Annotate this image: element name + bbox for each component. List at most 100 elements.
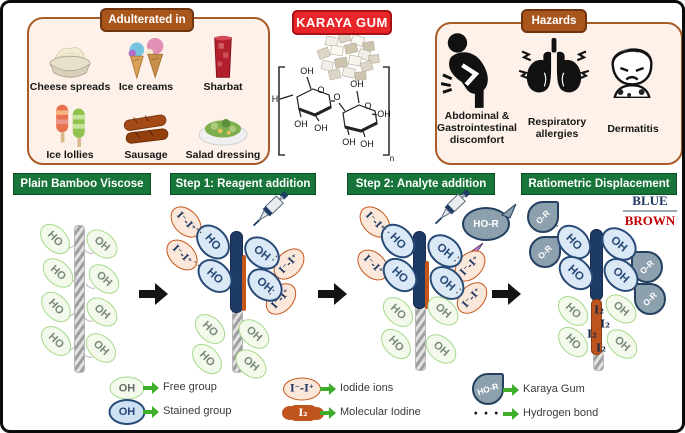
legend-arrow-icon (320, 383, 336, 395)
legend-stained-group-icon: OH (108, 399, 146, 425)
food-label: Ice creams (118, 81, 174, 93)
karaya-drop: O-R (634, 283, 666, 315)
stained-fiber (413, 231, 426, 309)
food-label: Sharbat (203, 81, 243, 93)
ice-creams-image (128, 37, 164, 80)
chem-oh-label: OH (377, 109, 391, 119)
stained-fiber (590, 229, 603, 301)
iodine-edge (242, 255, 246, 311)
ratiometric-result: BLUE BROWN (621, 193, 679, 229)
food-item: Sharbat (183, 25, 263, 93)
molecular-iodine-label: I₂ (587, 327, 597, 341)
legend-arrow-icon (143, 382, 159, 394)
legend-arrow-icon (503, 384, 519, 396)
pipette-icon (427, 185, 474, 231)
free-oh-group: OH (82, 258, 126, 300)
chem-n-subscript: n (390, 154, 394, 163)
iodine-bump (309, 407, 324, 420)
legend-hydrogen-bond-icon: • • • (473, 408, 501, 420)
lungs-icon (518, 37, 590, 93)
hazard-label: Dermatitis (607, 123, 659, 135)
sharbat-image (214, 35, 232, 78)
hazard-label: Respiratory allergies (527, 116, 587, 140)
free-oh-group: OH (80, 291, 124, 333)
karaya-drop: O-R (529, 236, 561, 268)
legend-arrow-icon (320, 407, 336, 419)
salad-dressing-image (198, 118, 248, 146)
legend-i2-label: I₂ (298, 407, 308, 419)
karaya-title-text: KARAYA GUM (296, 15, 388, 30)
karaya-drop-label: O-R (533, 207, 553, 227)
food-item: Ice lollies (31, 93, 109, 161)
free-ho-group: HO (375, 323, 417, 365)
dermatitis-face-icon (611, 48, 653, 98)
free-ho-group: HO (35, 286, 77, 328)
legend-free-group-label: Free group (163, 381, 217, 393)
step-header-3: Step 2: Analyte addition (347, 173, 495, 195)
free-ho-group: HO (35, 320, 77, 362)
food-item: Salad dressing (183, 93, 263, 161)
food-label: Sausage (124, 149, 168, 161)
free-oh-group: OH (80, 327, 122, 369)
ratio-divider (623, 210, 677, 212)
ice-lollies-image (56, 104, 85, 148)
molecular-iodine-label: I₂ (594, 303, 604, 317)
legend-free-group-icon: OH (109, 376, 145, 400)
karaya-drop-label: O-R (640, 289, 660, 309)
abdominal-pain-icon (441, 33, 488, 108)
free-oh-group: OH (80, 223, 124, 265)
chem-h-label: H (272, 94, 279, 104)
karaya-drop-label: O-R (535, 242, 555, 262)
karaya-title: KARAYA GUM (292, 10, 392, 35)
karaya-drop-label: O-R (637, 257, 657, 277)
chem-oh-label: OH (314, 123, 328, 133)
legend-hydrogen-bond-label: Hydrogen bond (523, 407, 599, 419)
chem-oh-label: OH (294, 119, 308, 129)
step-header-4: Ratiometric Displacement (521, 173, 677, 195)
karaya-gum-bubble: HO-R (462, 203, 517, 241)
hazards-title-text: Hazards (531, 15, 577, 27)
food-item: Sausage (109, 93, 183, 161)
bamboo-fiber (415, 305, 426, 371)
step-header-2: Step 1: Reagent addition (170, 173, 316, 195)
pipette-icon (245, 187, 292, 233)
chem-oh-label: OH (300, 66, 314, 76)
legend-iodide-label: Iodide ions (340, 382, 394, 394)
free-oh-group: OH (419, 328, 463, 370)
food-label: Cheese spreads (29, 81, 111, 93)
chem-o-label: O (364, 101, 371, 111)
free-ho-group: HO (189, 308, 231, 350)
legend-stained-group-label: Stained group (163, 405, 232, 417)
chemical-structure: OH H O O O OH OH OH OH OH OH n (272, 66, 394, 163)
sausage-image (123, 114, 169, 144)
free-ho-group: HO (186, 338, 228, 380)
iodine-fiber (591, 299, 602, 355)
food-grid: Cheese spreads Ice creams (29, 25, 263, 161)
free-ho-group: HO (36, 252, 80, 294)
step-header-1: Plain Bamboo Viscose (13, 173, 151, 195)
legend-karaya-gum-icon: HO-R (472, 373, 504, 405)
cheese-spreads-image (49, 47, 91, 78)
food-label: Ice lollies (46, 149, 94, 161)
step-arrow (318, 283, 347, 305)
chem-oh-label: OH (350, 79, 364, 89)
free-ho-group: HO (552, 290, 594, 332)
molecular-iodine-label: I₂ (596, 341, 606, 355)
brown-result-label: BROWN (624, 213, 676, 228)
legend-molecular-iodine-icon: I₂ (282, 405, 324, 421)
hazard-label: Abdominal & Gastrointestinal discomfort (437, 110, 517, 146)
legend-molecular-iodine-label: Molecular Iodine (340, 406, 421, 418)
blue-result-label: BLUE (632, 193, 668, 208)
legend-arrow-icon (143, 406, 159, 418)
chem-oh-label: OH (342, 137, 356, 147)
adulterated-title-text: Adulterated in (108, 14, 186, 26)
food-item: Cheese spreads (29, 25, 111, 93)
legend-karaya-gum-label: Karaya Gum (523, 383, 585, 395)
free-ho-group: HO (34, 218, 76, 260)
legend-arrow-icon (503, 408, 519, 420)
food-label: Salad dressing (185, 149, 261, 161)
bubble-tail (501, 203, 517, 219)
chem-o-label: O (333, 92, 340, 102)
hazards-title: Hazards (521, 9, 587, 33)
